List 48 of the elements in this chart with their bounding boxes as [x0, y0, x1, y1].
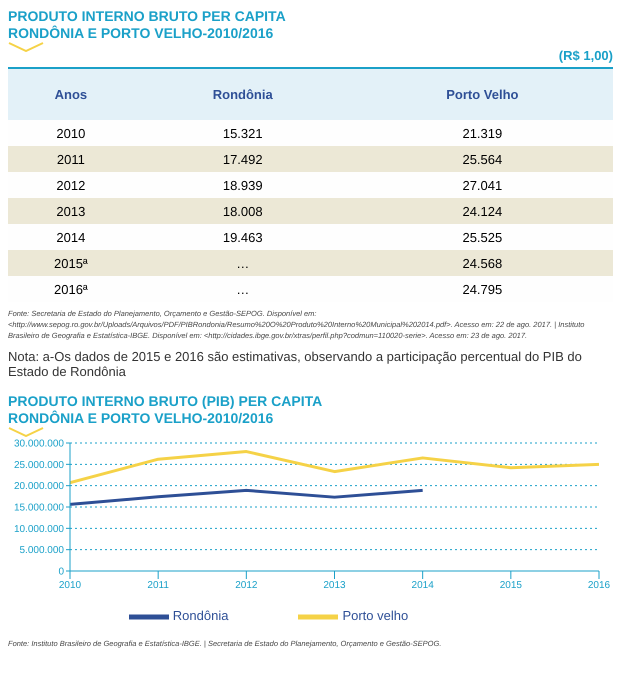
y-tick-label: 2014	[55, 228, 86, 246]
text: (R$ 1,00)	[558, 48, 613, 63]
x-tick-label: 2012	[235, 580, 258, 592]
data-label: 24.568	[461, 254, 504, 272]
y-tick-label: 2011	[56, 150, 86, 168]
table-row: 2010 15.321 21.319	[8, 120, 613, 146]
data-label: 27.041	[461, 176, 504, 194]
data-label: 25.564	[461, 150, 504, 168]
y-tick-label: 2012	[55, 176, 86, 194]
y-tick-label: 20.000.000	[14, 481, 64, 492]
x-tick-label: 2013	[323, 580, 346, 592]
x-tick-label: 2015	[500, 580, 522, 592]
data-label: 18.939	[222, 176, 264, 194]
table-row: 2014 19.463 25.525	[8, 224, 613, 250]
legend-label: Porto velho	[342, 608, 408, 624]
chart-subtitle: RONDÔNIA E PORTO VELHO-2010/2016	[8, 410, 274, 427]
y-tick-label: 2016ª	[53, 280, 89, 298]
chart-subtitle: RONDÔNIA E PORTO VELHO-2010/2016	[8, 25, 274, 42]
y-tick-label: 30.000.000	[14, 438, 64, 450]
y-axis-title: Anos	[54, 86, 88, 104]
y-tick-label: 10.000.000	[14, 524, 64, 535]
x-tick-label: 2011	[147, 580, 170, 592]
y-tick-label: 2010	[55, 124, 86, 142]
x-tick-label: 2016	[588, 580, 611, 592]
y-tick-label: 15.000.000	[14, 502, 64, 514]
line-series	[70, 488, 424, 506]
table-row: 2012 18.939 27.041	[8, 172, 613, 198]
data-label: 17.492	[222, 150, 264, 168]
text: Nota: a-Os dados de 2015 e 2016 são estimativas, observando a participação percentual do PIB do Estado de Rondônia	[8, 349, 583, 379]
data-label: 19.463	[222, 228, 264, 246]
y-tick-label: 5.000.000	[20, 545, 64, 556]
data-label: 18.008	[222, 202, 264, 220]
x-tick-label: Porto Velho	[445, 86, 520, 104]
table-row: 2015ª … 24.568	[8, 250, 613, 276]
data-label: 25.525	[461, 228, 504, 246]
legend-label: Rondônia	[172, 608, 228, 624]
chart-title: PRODUTO INTERNO BRUTO PER CAPITA	[8, 8, 287, 25]
x-tick-label: 2014	[412, 580, 434, 592]
chart-title: PRODUTO INTERNO BRUTO (PIB) PER CAPITA	[8, 393, 324, 410]
data-label: 21.319	[461, 124, 504, 142]
y-tick-label: 0	[58, 566, 64, 578]
y-tick-label: 2013	[55, 202, 86, 220]
y-tick-label: 25.000.000	[14, 460, 64, 471]
data-label: 24.124	[461, 202, 504, 220]
y-tick-label: 2015ª	[53, 254, 89, 272]
data-label: 15.321	[222, 124, 264, 142]
line-series	[70, 450, 599, 484]
data-label: 24.795	[461, 280, 504, 298]
